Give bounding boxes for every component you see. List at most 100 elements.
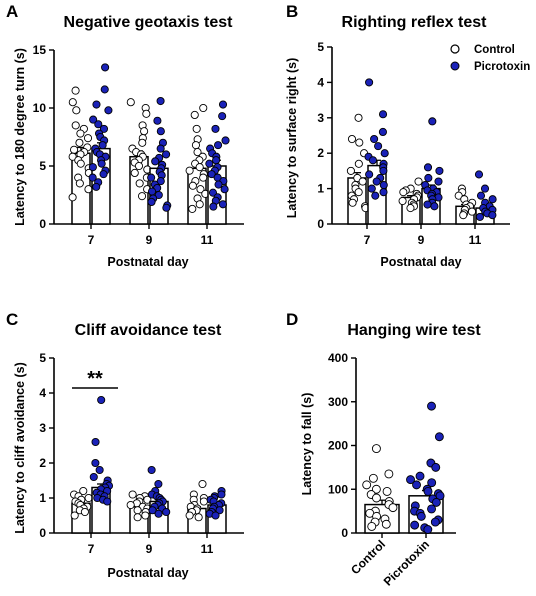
panel-c-picrotoxin-data-point <box>95 465 104 475</box>
panel-b-picrotoxin-data-point <box>378 110 388 119</box>
panel-b-control-data-point <box>355 138 364 147</box>
panel-a-picrotoxin-data-point <box>99 124 109 133</box>
panel-d-picrotoxin-data-point <box>416 511 426 521</box>
panel-b-control-data-point <box>467 207 477 216</box>
panel-a-control-data-point <box>199 103 208 113</box>
panel-c-picrotoxin-data-point <box>89 472 98 482</box>
panel-d-picrotoxin-data-point <box>406 475 415 485</box>
panel-b-picrotoxin-data-point <box>365 170 374 179</box>
panel-d-ytick-label: 100 <box>328 482 348 496</box>
panel-d-picrotoxin-data-point <box>412 480 421 490</box>
panel-c-picrotoxin-data-point <box>154 479 163 489</box>
panel-a-picrotoxin-data-point <box>97 159 106 168</box>
panel-c-control-data-point <box>143 495 152 504</box>
panel-b-picrotoxin-data-point <box>430 202 439 211</box>
panel-b-ylabel: Latency to surface right (s) <box>285 58 299 218</box>
panel-a-control-data-point <box>190 110 199 120</box>
panel-a-control-data-point <box>140 127 149 136</box>
panel-c-control-data-point <box>141 511 150 520</box>
panel-a-picrotoxin-data-point <box>147 187 157 196</box>
panel-a-control-data-point <box>195 200 204 209</box>
panel-a-picrotoxin-data-point <box>156 177 165 186</box>
panel-c-control-data-point <box>133 513 142 522</box>
panel-a-picrotoxin-data-point <box>218 100 228 109</box>
panel-a-picrotoxin-data-point <box>88 173 97 182</box>
panel-c-control-data-point <box>84 493 93 503</box>
panel-b-ytick-label: 4 <box>317 75 324 89</box>
panel-a-picrotoxin-data-point <box>218 200 227 209</box>
panel-c-significance-label: ** <box>87 368 103 390</box>
panel-b-control-data-point <box>399 188 408 197</box>
panel-b-xtick-label: 7 <box>364 233 371 247</box>
panel-b-picrotoxin-data-point <box>380 149 389 158</box>
panel-a-control-data-point <box>142 109 151 118</box>
panel-b-picrotoxin-data-point <box>423 200 432 209</box>
panel-a-control-data-point <box>83 134 93 143</box>
panel-a-control-data-point <box>193 148 202 157</box>
panel-a-control-data-point <box>188 181 197 190</box>
panel-d-picrotoxin-data-point <box>430 517 440 527</box>
panel-a-picrotoxin-data-point <box>88 163 97 172</box>
panel-c-ytick-label: 2 <box>39 456 46 470</box>
panel-b-picrotoxin-data-point <box>475 212 485 221</box>
panel-letter-b: B <box>286 2 298 21</box>
panel-c-ylabel: Latency to cliff avoidance (s) <box>13 362 27 534</box>
panel-a-picrotoxin-data-point <box>147 197 156 207</box>
panel-d-picrotoxin-data-point <box>423 486 433 496</box>
panel-c-ytick-label: 1 <box>39 491 46 505</box>
panel-a-control-data-point <box>188 204 197 213</box>
panel-c-picrotoxin-data-point <box>91 437 100 447</box>
panel-a-control-data-point <box>71 86 80 95</box>
panel-d-control-data-point <box>384 469 394 479</box>
panel-b-xtick-label: 11 <box>469 233 482 247</box>
panel-a-title: Negative geotaxis test <box>64 14 234 31</box>
panel-a-control-data-point <box>137 192 147 201</box>
panel-c-control-data-point <box>80 507 89 517</box>
panel-b-picrotoxin-data-point <box>365 78 374 87</box>
panel-c-picrotoxin-data-point <box>162 507 171 517</box>
panel-a-picrotoxin-data-point <box>208 188 218 197</box>
panel-a-picrotoxin-data-point <box>214 180 223 189</box>
panel-a-picrotoxin-data-point <box>92 182 101 191</box>
panel-d-control-data-point <box>362 480 372 490</box>
panel-c-ytick-label: 3 <box>39 421 46 435</box>
panel-b-control-data-point <box>354 113 363 122</box>
panel-a-control-data-point <box>68 98 77 107</box>
panel-b-picrotoxin-data-point <box>423 163 433 172</box>
panel-a-picrotoxin-data-point <box>162 150 171 159</box>
panel-a-picrotoxin-data-point <box>156 127 165 136</box>
legend-picrotoxin-marker <box>450 61 460 71</box>
panel-a-ytick-label: 5 <box>39 159 46 173</box>
panel-c-title: Cliff avoidance test <box>75 322 222 339</box>
panel-b-ytick-label: 5 <box>317 40 324 54</box>
panel-b-xtick-label: 9 <box>418 233 425 247</box>
panel-b-title: Righting reflex test <box>342 14 488 31</box>
panel-b-control-data-point <box>346 166 355 175</box>
panel-a-picrotoxin-data-point <box>94 120 103 129</box>
panel-b-control-data-point <box>459 211 468 220</box>
panel-a-xtick-label: 11 <box>201 233 214 247</box>
panel-a-ylabel: Latency to 180 degree turn (s) <box>13 48 27 226</box>
panel-c-xtick-label: 9 <box>146 542 153 556</box>
panel-a-picrotoxin-data-point <box>211 124 220 133</box>
panel-a-picrotoxin-data-point <box>156 144 165 153</box>
panel-a-picrotoxin-data-point <box>221 136 230 145</box>
panel-a-control-data-point <box>191 141 200 150</box>
panel-c-picrotoxin-data-point <box>147 465 156 475</box>
panel-a-picrotoxin-data-point <box>89 115 98 124</box>
panel-a-control-data-point <box>76 159 85 168</box>
panel-a-plot: 0 5 10 15 7 9 11 <box>33 43 244 247</box>
panel-a-picrotoxin-data-point <box>92 100 101 109</box>
panel-b-control-data-point <box>454 191 463 200</box>
panel-c-xtick-label: 11 <box>201 542 214 556</box>
panel-a-control-data-point <box>76 129 85 138</box>
panel-letter-d: D <box>286 310 298 329</box>
panel-a: A Negative geotaxis test Latency to 180 … <box>6 2 244 269</box>
panel-c-control-data-point <box>199 497 208 506</box>
panel-a-control-data-point <box>185 166 194 175</box>
panel-b-picrotoxin-data-point <box>368 156 378 165</box>
panel-b-picrotoxin-data-point <box>379 166 388 175</box>
panel-c-picrotoxin-data-point <box>148 506 157 515</box>
panel-b-control-data-point <box>406 204 415 213</box>
